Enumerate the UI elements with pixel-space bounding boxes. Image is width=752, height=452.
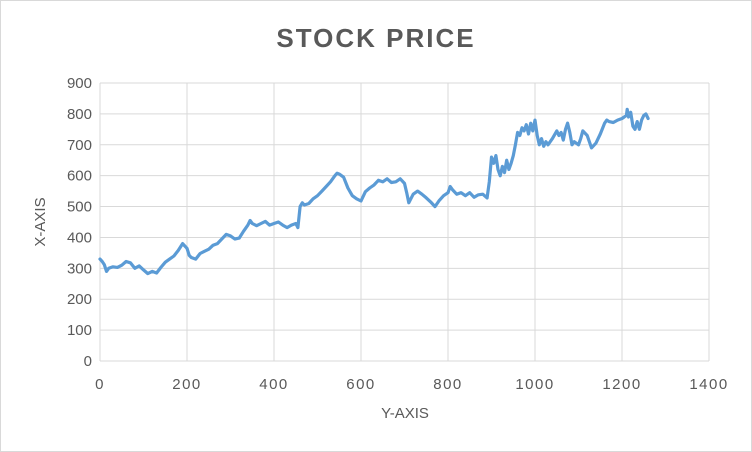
y-tick-label: 400 <box>67 229 92 246</box>
x-tick-label: 200 <box>172 376 202 393</box>
x-tick-label: 1200 <box>602 376 641 393</box>
gridlines <box>99 82 710 362</box>
x-tick-label: 1000 <box>515 376 554 393</box>
series-line <box>98 107 650 276</box>
y-tick-label: 900 <box>67 75 92 92</box>
chart-title: STOCK PRICE <box>276 23 475 53</box>
y-tick-labels: 0 100 200 300 400 500 600 700 800 900 <box>67 75 92 370</box>
x-tick-label: 600 <box>346 376 376 393</box>
y-tick-label: 200 <box>67 291 92 308</box>
x-tick-label: 0 <box>95 376 105 393</box>
y-tick-label: 700 <box>67 137 92 154</box>
y-tick-label: 800 <box>67 106 92 123</box>
x-tick-labels: 0 200 400 600 800 1000 1200 1400 <box>95 376 728 393</box>
x-axis-title: Y-AXIS <box>381 405 429 422</box>
y-tick-label: 600 <box>67 168 92 185</box>
x-tick-label: 800 <box>433 376 463 393</box>
y-tick-label: 300 <box>67 260 92 277</box>
series-layer <box>98 107 650 276</box>
x-tick-label: 400 <box>259 376 289 393</box>
y-axis-title: X-AXIS <box>32 197 49 246</box>
y-tick-label: 100 <box>67 322 92 339</box>
y-tick-label: 0 <box>84 353 92 370</box>
x-tick-label: 1400 <box>689 376 728 393</box>
y-tick-label: 500 <box>67 199 92 216</box>
